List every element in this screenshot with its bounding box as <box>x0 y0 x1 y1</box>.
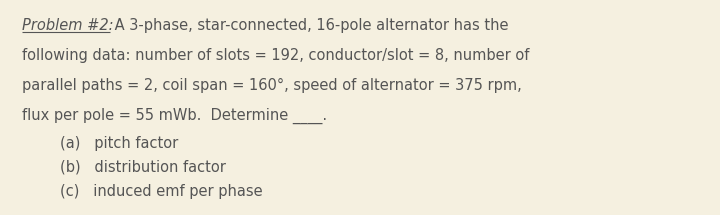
Text: parallel paths = 2, coil span = 160°, speed of alternator = 375 rpm,: parallel paths = 2, coil span = 160°, sp… <box>22 78 522 93</box>
Text: (c)   induced emf per phase: (c) induced emf per phase <box>60 184 263 199</box>
Text: (a)   pitch factor: (a) pitch factor <box>60 136 179 151</box>
Text: following data: number of slots = 192, conductor/slot = 8, number of: following data: number of slots = 192, c… <box>22 48 529 63</box>
Text: flux per pole = 55 mWb.  Determine ____.: flux per pole = 55 mWb. Determine ____. <box>22 108 327 124</box>
Text: A 3-phase, star-connected, 16-pole alternator has the: A 3-phase, star-connected, 16-pole alter… <box>110 18 508 33</box>
Text: (b)   distribution factor: (b) distribution factor <box>60 160 226 175</box>
Text: Problem #2:: Problem #2: <box>22 18 114 33</box>
